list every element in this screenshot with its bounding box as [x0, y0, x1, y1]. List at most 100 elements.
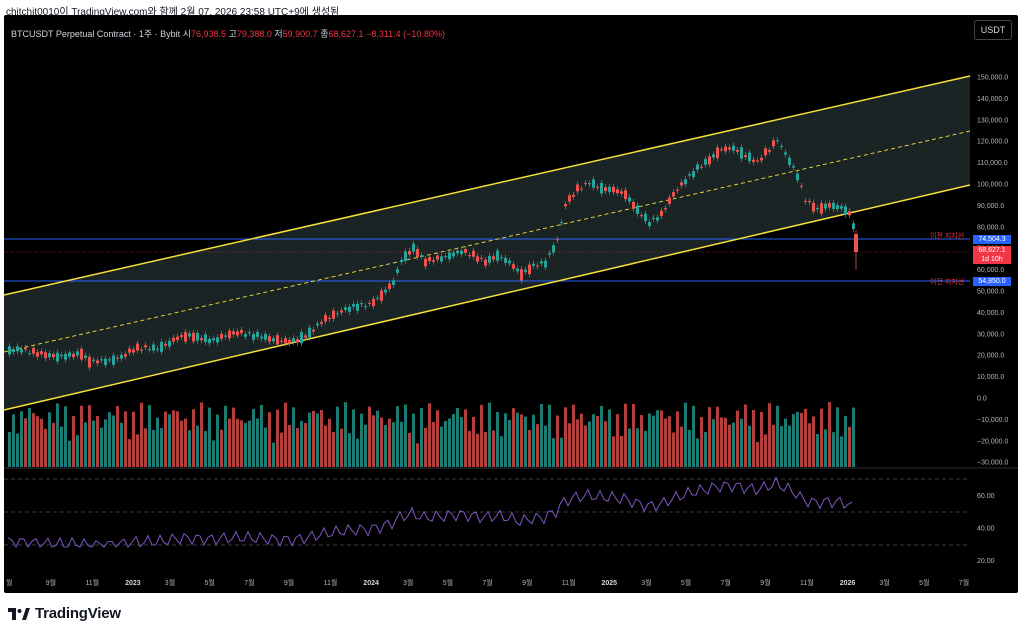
- volume-bar: [808, 423, 811, 467]
- volume-bar: [324, 425, 327, 467]
- volume-bar: [392, 422, 395, 467]
- channel-upper-line: [3, 75, 971, 296]
- candle-body: [700, 166, 703, 168]
- price-axis-label: 10,000.0: [977, 374, 1004, 381]
- volume-bar: [232, 407, 235, 467]
- candle-body: [776, 140, 779, 142]
- candle-body: [376, 297, 379, 299]
- candle-body: [516, 268, 519, 272]
- volume-bar: [428, 403, 431, 467]
- candle-body: [408, 251, 411, 255]
- candle-body: [748, 152, 751, 162]
- volume-bar: [816, 434, 819, 467]
- volume-bar: [272, 442, 275, 467]
- candle-body: [368, 303, 371, 305]
- candle-body: [120, 354, 123, 359]
- candle-body: [220, 333, 223, 339]
- volume-bar: [104, 419, 107, 467]
- candle-body: [396, 269, 399, 273]
- candle-body: [80, 348, 83, 360]
- candle-body: [168, 340, 171, 347]
- candle-body: [184, 331, 187, 342]
- candle-body: [808, 201, 811, 203]
- volume-bar: [588, 421, 591, 467]
- low-label: 저: [274, 29, 283, 39]
- candle-body: [428, 257, 431, 262]
- volume-bar: [520, 414, 523, 467]
- channel-fill: [4, 76, 970, 410]
- volume-bar: [60, 426, 63, 467]
- volume-bar: [284, 402, 287, 467]
- tradingview-logo[interactable]: TradingView: [8, 604, 121, 622]
- candle-body: [392, 280, 395, 285]
- volume-bar: [132, 411, 135, 467]
- volume-bar: [660, 410, 663, 467]
- volume-bar: [836, 407, 839, 467]
- candle-body: [796, 173, 799, 181]
- volume-bar: [704, 432, 707, 467]
- volume-bar: [768, 403, 771, 467]
- candle-body: [20, 349, 23, 353]
- candle-body: [352, 304, 355, 307]
- candle-body: [620, 191, 623, 194]
- candle-body: [356, 303, 359, 311]
- volume-bar: [56, 403, 59, 467]
- candle-body: [96, 360, 99, 364]
- candle-body: [680, 182, 683, 186]
- volume-bar: [420, 408, 423, 467]
- volume-bar: [424, 427, 427, 467]
- volume-bar: [36, 416, 39, 467]
- volume-bar: [352, 409, 355, 467]
- candle-body: [152, 344, 155, 351]
- price-axis-label: 140,000.0: [977, 96, 1008, 103]
- price-axis-label: 120,000.0: [977, 139, 1008, 146]
- price-axis-label: 100,000.0: [977, 182, 1008, 189]
- candle-body: [60, 354, 63, 357]
- volume-bar: [636, 428, 639, 467]
- volume-bar: [188, 430, 191, 467]
- price-axis-label: 20,000.0: [977, 353, 1004, 360]
- open-value: 76,938.5: [190, 29, 227, 39]
- candle-body: [840, 206, 843, 209]
- candle-body: [92, 359, 95, 361]
- volume-bar: [244, 422, 247, 467]
- candle-body: [328, 317, 331, 320]
- volume-bar: [844, 415, 847, 467]
- volume-bar: [720, 417, 723, 467]
- candle-body: [180, 335, 183, 338]
- rsi-axis-label: 20.00: [977, 558, 995, 565]
- volume-bar: [600, 405, 603, 467]
- volume-bar: [712, 419, 715, 467]
- volume-bar: [464, 409, 467, 467]
- candle-body: [344, 307, 347, 310]
- candle-body: [792, 166, 795, 168]
- volume-bar: [228, 418, 231, 467]
- candle-body: [148, 349, 151, 351]
- volume-bar: [504, 413, 507, 467]
- candle-body: [688, 174, 691, 176]
- volume-bar: [180, 420, 183, 467]
- volume-bar: [336, 406, 339, 467]
- volume-bar: [140, 402, 143, 467]
- candle-body: [348, 306, 351, 312]
- candle-body: [308, 327, 311, 338]
- time-axis-label: 11월: [85, 578, 99, 587]
- candle-body: [472, 250, 475, 257]
- currency-button[interactable]: USDT: [974, 20, 1012, 40]
- candle-body: [52, 354, 55, 358]
- open-label: 시: [182, 29, 191, 39]
- candle-body: [176, 336, 179, 340]
- candle-body: [252, 334, 255, 340]
- time-axis-label: 3월: [403, 578, 413, 587]
- volume-bar: [500, 436, 503, 467]
- candle-body: [72, 353, 75, 358]
- volume-bar: [172, 410, 175, 467]
- candle-body: [56, 352, 59, 362]
- candle-body: [496, 250, 499, 261]
- high-label: 고: [228, 29, 237, 39]
- candle-body: [432, 260, 435, 262]
- candle-body: [768, 150, 771, 152]
- candle-body: [232, 331, 235, 335]
- volume-bar: [24, 418, 27, 467]
